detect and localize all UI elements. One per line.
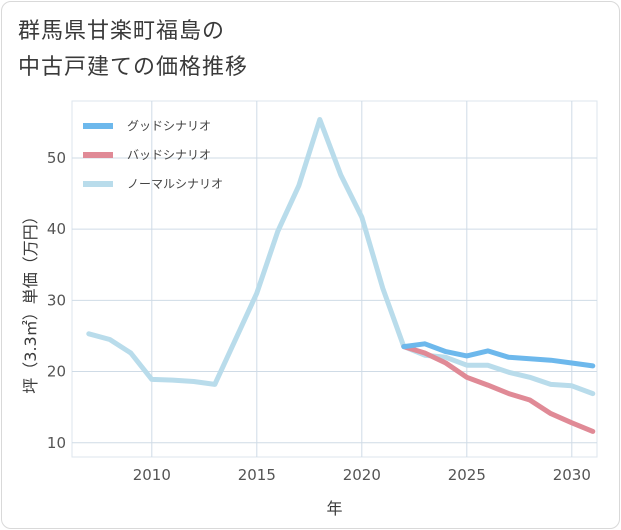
y-axis-label: 坪（3.3㎡）単価（万円）: [21, 208, 40, 393]
y-tick-label-20: 20: [47, 363, 66, 381]
y-tick-label-40: 40: [47, 220, 66, 238]
legend-label-normal: ノーマルシナリオ: [127, 177, 223, 191]
title-line-1: 群馬県甘楽町福島の: [18, 19, 226, 44]
y-tick-label-30: 30: [47, 291, 66, 309]
x-tick-label-2030: 2030: [553, 466, 591, 484]
chart-title: 群馬県甘楽町福島の 中古戸建ての価格推移: [18, 14, 248, 86]
y-tick-label-50: 50: [47, 149, 66, 167]
x-axis-label: 年: [326, 499, 342, 518]
series-line-good: [401, 341, 596, 369]
x-tick-label-2020: 2020: [343, 466, 381, 484]
x-tick-label-2010: 2010: [133, 466, 171, 484]
series-lines: [86, 117, 596, 434]
legend-label-good: グッドシナリオ: [127, 119, 211, 133]
series-line-bad: [401, 344, 596, 434]
legend-label-bad: バッドシナリオ: [127, 148, 211, 162]
series-line-normal: [86, 117, 596, 397]
y-tick-label-10: 10: [47, 434, 66, 452]
x-tick-label-2025: 2025: [448, 466, 486, 484]
title-line-2: 中古戸建ての価格推移: [18, 55, 249, 80]
plot-frame: [71, 100, 598, 458]
x-tick-label-2015: 2015: [238, 466, 276, 484]
grid-lines: [71, 100, 598, 458]
